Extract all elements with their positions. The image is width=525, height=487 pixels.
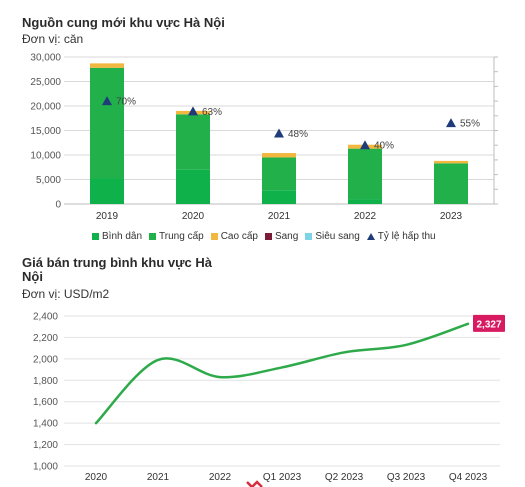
y-tick-label: 20,000 [30,102,61,113]
bar-segment [434,163,468,204]
bar-segment [262,190,296,204]
legend-item: Sang [264,231,299,242]
x-category-label: Q2 2023 [325,472,364,483]
price-chart: 1,000 1,200 1,400 1,600 1,800 2,000 2,200 2,400… [33,312,505,483]
supply-chart: 0 5,000 10,000 15,000 20,000 25,000 30,000 2019… [30,53,498,222]
absorption-marker [188,106,198,116]
x-category-label: 2021 [268,211,291,222]
legend-label: Bình dân [102,231,143,242]
y-tick-label: 1,800 [33,376,58,387]
legend-triangle-icon [366,233,375,240]
y-tick-label: 1,200 [33,440,58,451]
x-category-label: 2022 [209,472,232,483]
x-category-label: 2021 [147,472,170,483]
y-tick-label: 5,000 [36,175,61,186]
x-category-label: 2023 [440,211,463,222]
y-tick-label: 25,000 [30,77,61,88]
legend-swatch [149,233,157,240]
chart2-unit: Đơn vị: USD/m2 [22,287,110,301]
chart1-legend: Bình dân Trung cấp Cao cấp Sang Siêu sang Tỷ … [92,231,436,242]
bar-segment [176,114,210,170]
chart2-title: Giá bán trung bình khu vực Hà Nội [22,256,212,284]
absorption-label: 40% [374,141,394,152]
bar-segment [262,157,296,191]
bar-segment [90,67,124,179]
absorption-label: 55% [460,119,480,130]
y-tick-label: 2,200 [33,333,58,344]
x-category-label: 2022 [354,211,377,222]
absorption-marker [102,96,112,106]
legend-label: Cao cấp [220,231,258,242]
bar-segment [90,63,124,68]
y-tick-label: 2,000 [33,354,58,365]
chart1-title: Nguồn cung mới khu vực Hà Nội [22,15,225,30]
price-line [94,322,470,425]
y-tick-label: 1,400 [33,419,58,430]
absorption-label: 70% [116,97,136,108]
bar-segment [434,160,468,164]
x-category-label: Q1 2023 [263,472,302,483]
x-category-label: 2019 [96,211,119,222]
legend-swatch [305,233,313,240]
x-category-label: 2020 [182,211,205,222]
x-category-label: 2020 [85,472,108,483]
bar-segment [348,148,382,200]
bar-segment [262,153,296,158]
chart1-unit: Đơn vị: căn [22,32,84,46]
legend-item: Bình dân [92,231,142,242]
absorption-marker [360,140,370,150]
legend-label: Sang [274,231,299,242]
x-category-label: Q3 2023 [387,472,426,483]
chart2-title-line1: Giá bán trung bình khu vực Hà [22,255,212,270]
y-tick-label: 10,000 [30,151,61,162]
absorption-marker [446,118,456,128]
legend-item: Siêu sang [305,231,360,242]
bar-segment [176,169,210,204]
absorption-marker [274,128,284,138]
x-category-label: Q4 2023 [449,472,488,483]
end-value-badge [473,314,505,332]
absorption-label: 48% [288,129,308,140]
legend-label: Trung cấp [159,231,204,242]
bar-segment [348,199,382,204]
legend-label: Siêu sang [315,231,360,242]
chart2-title-line2: Nội [22,269,43,284]
y-tick-label: 30,000 [30,53,61,64]
legend-item: Tỷ lệ hấp thu [366,231,436,242]
legend-swatch [92,233,99,240]
y-tick-label: 0 [55,200,61,211]
legend-label: Tỷ lệ hấp thu [377,231,436,242]
bar-segment [90,178,124,204]
legend-swatch [210,233,218,240]
legend-item: Cao cấp [210,231,258,242]
y-tick-label: 1,600 [33,397,58,408]
logo-mark-icon [246,480,263,487]
end-value-label: 2,327 [476,319,501,330]
y-tick-label: 2,400 [33,312,58,323]
y-tick-label: 1,000 [33,462,58,473]
legend-item: Trung cấp [149,231,204,242]
legend-swatch [264,233,272,240]
absorption-label: 63% [202,107,222,118]
y-tick-label: 15,000 [30,126,61,137]
